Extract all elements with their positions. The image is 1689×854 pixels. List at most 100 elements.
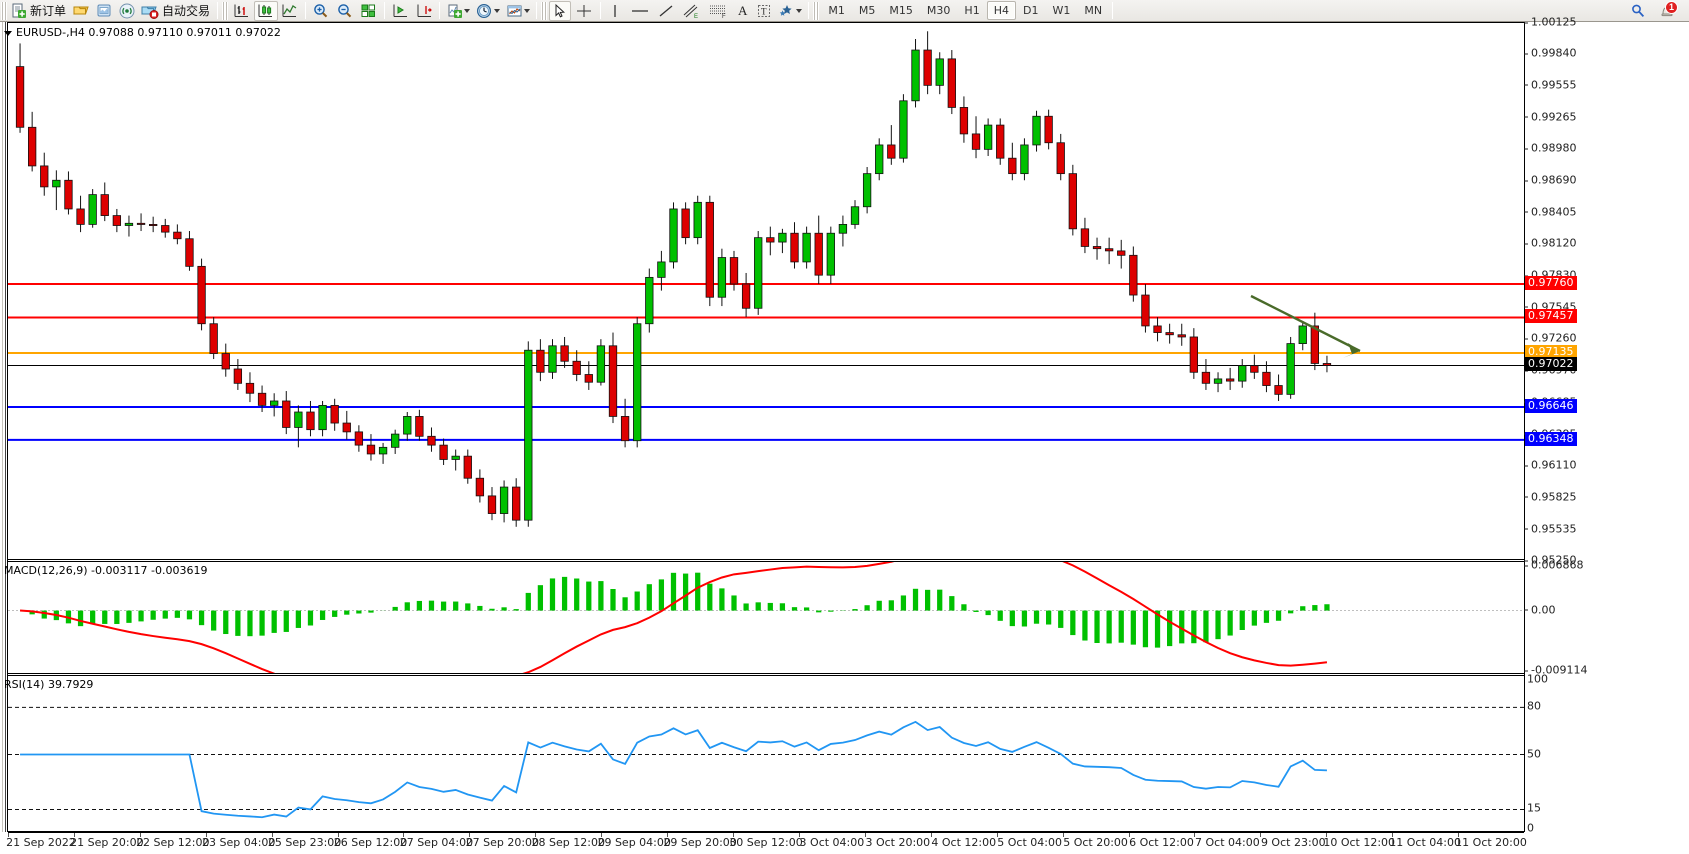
signal-icon (119, 3, 135, 18)
price-tick: 0.98980 (1524, 142, 1577, 155)
zoom-out-button[interactable] (333, 1, 357, 21)
timeframe-m30[interactable]: M30 (926, 4, 951, 17)
rsi-pane[interactable] (8, 675, 1524, 832)
price-pane-inner (8, 23, 1524, 559)
time-label: 7 Oct 04:00 (1195, 836, 1260, 849)
timeframe-h1[interactable]: H1 (964, 4, 980, 17)
text-label-button[interactable]: T (753, 1, 775, 21)
add-indicator-button[interactable] (443, 1, 473, 21)
price-level-tag-resistance[interactable]: 0.97760 (1525, 275, 1577, 290)
equidistant-channel-button[interactable]: E (678, 1, 704, 21)
timeframe-h4[interactable]: H4 (986, 1, 1016, 20)
price-level-tag-support[interactable]: 0.96646 (1525, 398, 1577, 413)
timeframe-m5[interactable]: M5 (858, 4, 876, 17)
horizontal-line-button[interactable] (626, 1, 654, 21)
time-tick (8, 833, 9, 837)
notifications-button[interactable]: 1 (1655, 0, 1679, 21)
chevron-down-icon (796, 8, 803, 13)
search-button[interactable] (1627, 1, 1649, 21)
tile-windows-button[interactable] (357, 1, 381, 21)
period-button[interactable] (473, 1, 503, 21)
templates-button[interactable] (503, 1, 533, 21)
trendline-button[interactable] (654, 1, 678, 21)
price-level-tag-resistance[interactable]: 0.97457 (1525, 309, 1577, 324)
bar-chart-button[interactable] (230, 1, 254, 21)
timeframe-mn[interactable]: MN (1084, 4, 1103, 17)
time-tick (535, 833, 537, 837)
time-tick (271, 833, 273, 837)
fibonacci-button[interactable]: F (704, 1, 732, 21)
toolbar-separator-2 (305, 2, 307, 19)
time-tick (1392, 833, 1394, 837)
line-chart-button[interactable] (278, 1, 302, 21)
price-level-tag-support[interactable]: 0.96348 (1525, 431, 1577, 446)
text-button[interactable]: A (732, 1, 753, 21)
time-tick (667, 833, 669, 837)
chart-shift-button[interactable] (412, 1, 436, 21)
price-level-tag-current-price[interactable]: 0.97022 (1525, 357, 1577, 372)
timeframe-m15[interactable]: M15 (889, 4, 913, 17)
time-tick (139, 833, 141, 837)
price-pane[interactable] (8, 22, 1524, 560)
indicator-plus-icon (448, 4, 463, 18)
crosshair-button[interactable] (571, 1, 597, 21)
open-file-button[interactable] (70, 1, 93, 21)
cursor-button[interactable] (549, 0, 572, 21)
vertical-line-button[interactable] (604, 1, 626, 21)
magnifier-plus-icon (314, 3, 328, 17)
new-order-button[interactable]: 新订单 (9, 1, 70, 21)
crosshair-icon (577, 4, 592, 17)
time-tick (469, 833, 471, 837)
magnifier-minus-icon (338, 3, 352, 17)
macd-signal-line (19, 562, 1328, 673)
main-toolbar: 新订单 (0, 0, 1689, 22)
timeframe-d1[interactable]: D1 (1022, 4, 1039, 17)
candlestick-chart-button[interactable] (254, 0, 279, 21)
auto-trading-label: 自动交易 (162, 4, 211, 18)
auto-scroll-button[interactable] (388, 1, 412, 21)
auto-trading-button[interactable]: 自动交易 (139, 1, 214, 21)
price-tick: 0.98120 (1524, 237, 1577, 250)
time-axis[interactable]: 21 Sep 2022 21 Sep 20:00 22 Sep 12:00 23 Se… (6, 832, 1527, 854)
new-order-label: 新订单 (30, 4, 67, 18)
time-label: 4 Oct 12:00 (931, 836, 997, 849)
time-label: 21 Sep 20:00 (70, 836, 144, 849)
time-tick (798, 833, 800, 837)
broadcast-button[interactable] (116, 1, 139, 21)
time-tick (1260, 833, 1262, 837)
zoom-in-button[interactable] (309, 1, 333, 21)
toolbar-grip-2[interactable] (222, 1, 229, 20)
time-label: 21 Sep 2022 (6, 836, 76, 849)
macd-pane[interactable] (8, 561, 1524, 674)
toolbar-separator-6 (600, 2, 602, 19)
time-label: 26 Sep 12:00 (333, 836, 408, 849)
time-label: 11 Oct 20:00 (1455, 836, 1527, 849)
chevron-down-icon (494, 8, 501, 13)
timeframe-m1[interactable]: M1 (828, 4, 845, 17)
toolbar-grip-4[interactable] (813, 1, 820, 20)
print-preview-button[interactable] (93, 1, 116, 21)
candlestick-icon (258, 4, 273, 17)
time-label: 6 Oct 12:00 (1129, 836, 1194, 849)
autotrade-icon (141, 6, 159, 19)
price-axis[interactable]: 1.00125 0.99840 0.99555 0.99265 0.98980 0.986… (1524, 16, 1689, 854)
chart-symbol-label[interactable]: EURUSD-,H4 0.97088 0.97110 0.97011 0.970… (4, 26, 281, 39)
time-label: 3 Oct 20:00 (865, 836, 931, 849)
chevron-down-icon (464, 8, 471, 13)
price-level-tag-pivot[interactable]: 0.97135 (1525, 344, 1577, 359)
time-label: 10 Oct 12:00 (1323, 836, 1396, 849)
toolbar-grip-3[interactable] (541, 1, 548, 20)
horizontal-line-icon (632, 9, 649, 12)
time-tick (1458, 833, 1460, 837)
rsi-tick: 80 (1527, 699, 1541, 713)
time-tick (73, 833, 75, 837)
collapse-triangle-icon[interactable] (4, 30, 12, 36)
text-label-icon: T (758, 4, 771, 17)
objects-button[interactable] (775, 1, 805, 21)
price-chart-canvas (8, 31, 1524, 527)
toolbar-grip-1[interactable] (1, 1, 7, 20)
time-label: 30 Sep 12:00 (729, 836, 803, 849)
folder-icon (73, 6, 89, 14)
rsi-label: RSI(14) 39.7929 (4, 678, 94, 691)
timeframe-w1[interactable]: W1 (1052, 4, 1071, 17)
